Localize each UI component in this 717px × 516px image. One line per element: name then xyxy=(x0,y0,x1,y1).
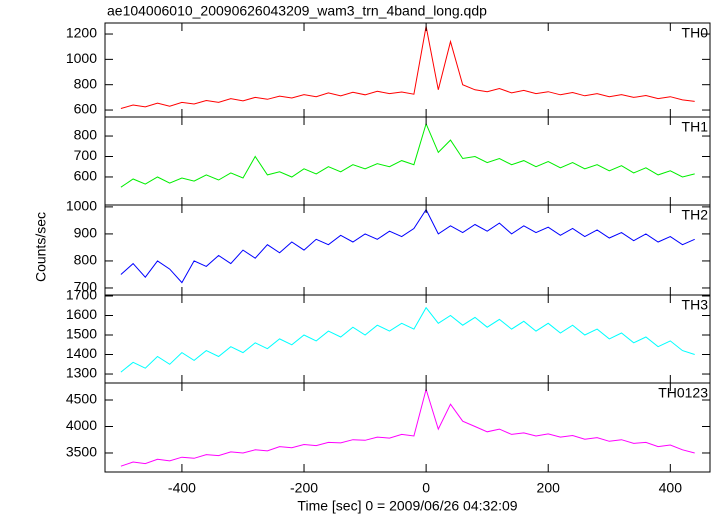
x-tick-label: -200 xyxy=(290,480,318,496)
y-tick-label: 600 xyxy=(74,168,98,184)
data-line xyxy=(120,122,695,188)
y-tick-label: 600 xyxy=(74,101,98,117)
y-tick-label: 4000 xyxy=(66,417,97,433)
x-axis-label: Time [sec] 0 = 2009/06/26 04:32:09 xyxy=(297,498,517,514)
x-tick-label: 0 xyxy=(422,480,430,496)
y-tick-label: 800 xyxy=(74,75,98,91)
panel-frame xyxy=(104,22,711,118)
panel-label: TH1 xyxy=(682,119,709,135)
y-tick-label: 800 xyxy=(74,127,98,143)
y-tick-label: 1000 xyxy=(66,50,97,66)
panel-frame xyxy=(104,382,711,473)
y-tick-label: 1700 xyxy=(66,287,97,303)
y-tick-label: 1200 xyxy=(66,25,97,41)
panel-frame xyxy=(104,294,711,384)
y-tick-label: 1300 xyxy=(66,365,97,381)
panel-frame xyxy=(104,116,711,206)
y-tick-label: 1600 xyxy=(66,306,97,322)
y-tick-label: 900 xyxy=(74,225,98,241)
x-tick-label: 400 xyxy=(659,480,683,496)
panel-label: TH0123 xyxy=(658,385,708,401)
chart-title: ae104006010_20090626043209_wam3_trn_4ban… xyxy=(107,3,487,19)
x-tick-label: -400 xyxy=(168,480,196,496)
y-tick-label: 4500 xyxy=(66,391,97,407)
data-line xyxy=(120,306,695,373)
y-axis-label: Counts/sec xyxy=(33,212,49,282)
y-tick-label: 1400 xyxy=(66,345,97,361)
y-tick-label: 700 xyxy=(74,147,98,163)
data-line xyxy=(120,26,695,109)
y-tick-label: 1500 xyxy=(66,326,97,342)
panel-label: TH0 xyxy=(682,25,709,41)
data-line xyxy=(120,208,695,284)
panel-label: TH3 xyxy=(682,297,709,313)
y-tick-label: 700 xyxy=(74,279,98,295)
panel-frame xyxy=(104,204,711,296)
data-line xyxy=(120,387,695,467)
y-tick-label: 800 xyxy=(74,252,98,268)
y-tick-label: 3500 xyxy=(66,444,97,460)
panel-label: TH2 xyxy=(682,207,709,223)
y-tick-label: 1000 xyxy=(66,198,97,214)
x-tick-label: 200 xyxy=(537,480,561,496)
